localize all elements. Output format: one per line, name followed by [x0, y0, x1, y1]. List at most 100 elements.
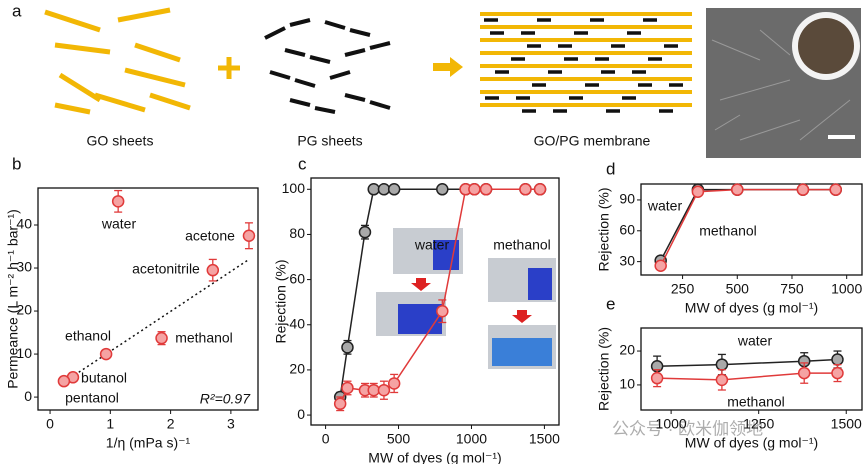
y-tick-label: 0 [24, 388, 32, 404]
x-tick-label: 1500 [831, 416, 862, 432]
x-tick-label: 1250 [743, 416, 774, 432]
y-tick-label: 40 [289, 315, 305, 331]
y-axis-label: Rejection (%) [596, 187, 612, 271]
point [831, 353, 844, 366]
point [831, 366, 844, 380]
point [654, 259, 667, 272]
y-axis-label: Rejection (%) [273, 259, 289, 343]
series-label: water [414, 237, 450, 253]
point [341, 341, 354, 354]
point [242, 229, 256, 243]
point [715, 373, 729, 387]
point [796, 183, 810, 196]
x-axis-label: MW of dyes (g mol⁻¹) [685, 435, 818, 451]
x-tick-label: 0 [46, 416, 54, 432]
y-tick-label: 30 [619, 252, 635, 268]
y-tick-label: 10 [16, 345, 32, 361]
panel-letter: c [298, 154, 307, 173]
x-tick-label: 1000 [656, 416, 687, 432]
series-label: water [647, 198, 683, 214]
point [111, 195, 125, 208]
point [829, 183, 842, 196]
y-tick-label: 60 [619, 221, 635, 237]
watermark: 公众号 · 欧米伽领地 [612, 419, 763, 438]
point [333, 397, 347, 411]
point [341, 381, 354, 395]
point-label: acetone [185, 228, 235, 244]
series-label: methanol [727, 394, 785, 410]
point [99, 347, 113, 361]
x-tick-label: 1 [106, 416, 114, 432]
y-tick-label: 60 [289, 270, 305, 286]
plus [218, 57, 240, 79]
y-tick-label: 20 [16, 302, 32, 318]
sem-texture [711, 29, 851, 141]
y-tick-label: 100 [282, 180, 306, 196]
photo-membrane [798, 18, 854, 74]
panel-letter: a [12, 1, 22, 20]
x-tick-label: 750 [780, 281, 804, 297]
point [387, 377, 401, 390]
plot-frame [37, 187, 259, 411]
point [367, 383, 380, 397]
series-label: methanol [493, 237, 551, 253]
point [468, 183, 481, 196]
y-tick-label: 30 [16, 259, 32, 275]
schematic-label: GO/PG membrane [534, 133, 651, 149]
point [650, 371, 664, 385]
x-axis-label: MW of dyes (g mol⁻¹) [368, 450, 501, 464]
panel-letter: b [12, 154, 21, 173]
point [367, 183, 380, 196]
series-line [657, 372, 838, 381]
y-tick-label: 20 [619, 342, 635, 358]
plot-frame [640, 183, 863, 276]
point-label: butanol [81, 370, 127, 386]
point [155, 331, 168, 345]
point [691, 185, 705, 198]
point-label: acetonitrile [132, 261, 200, 277]
series-label: water [737, 333, 773, 349]
pg-sheets [264, 18, 391, 114]
point [797, 366, 811, 380]
schematic-label: PG sheets [297, 133, 362, 149]
point [436, 183, 449, 196]
arrow [433, 57, 463, 77]
point [377, 183, 391, 196]
point [387, 183, 401, 196]
y-tick-label: 10 [619, 376, 635, 392]
point [358, 225, 372, 239]
photos [376, 228, 556, 369]
series-label: methanol [699, 223, 757, 239]
point-label: methanol [175, 330, 233, 346]
y-axis-label: Permeance (L m⁻² h⁻¹ bar⁻¹) [5, 209, 21, 389]
y-tick-label: 20 [289, 361, 305, 377]
point [57, 374, 71, 388]
point-label: ethanol [65, 328, 111, 344]
plot-frame [640, 327, 863, 411]
x-axis-label: MW of dyes (g mol⁻¹) [685, 300, 818, 316]
x-tick-label: 250 [671, 281, 695, 297]
membrane [480, 12, 692, 113]
x-tick-label: 500 [387, 431, 411, 447]
point [479, 183, 493, 196]
point [377, 383, 391, 397]
go-sheets [44, 7, 191, 115]
point-label: water [101, 216, 137, 232]
schematic-label: GO sheets [87, 133, 154, 149]
y-tick-label: 0 [297, 406, 305, 422]
x-tick-label: 1000 [831, 281, 862, 297]
x-axis-label: 1/η (mPa s)⁻¹ [106, 435, 191, 451]
x-tick-label: 1000 [456, 431, 487, 447]
point [715, 358, 729, 371]
series-line [657, 358, 838, 368]
point [731, 183, 744, 196]
y-axis-label: Rejection (%) [596, 327, 612, 411]
x-tick-label: 0 [322, 431, 330, 447]
x-tick-label: 2 [167, 416, 175, 432]
y-tick-label: 40 [16, 216, 32, 232]
point [533, 183, 547, 196]
x-tick-label: 3 [227, 416, 235, 432]
y-tick-label: 80 [289, 225, 305, 241]
panel-letter: d [606, 159, 615, 178]
